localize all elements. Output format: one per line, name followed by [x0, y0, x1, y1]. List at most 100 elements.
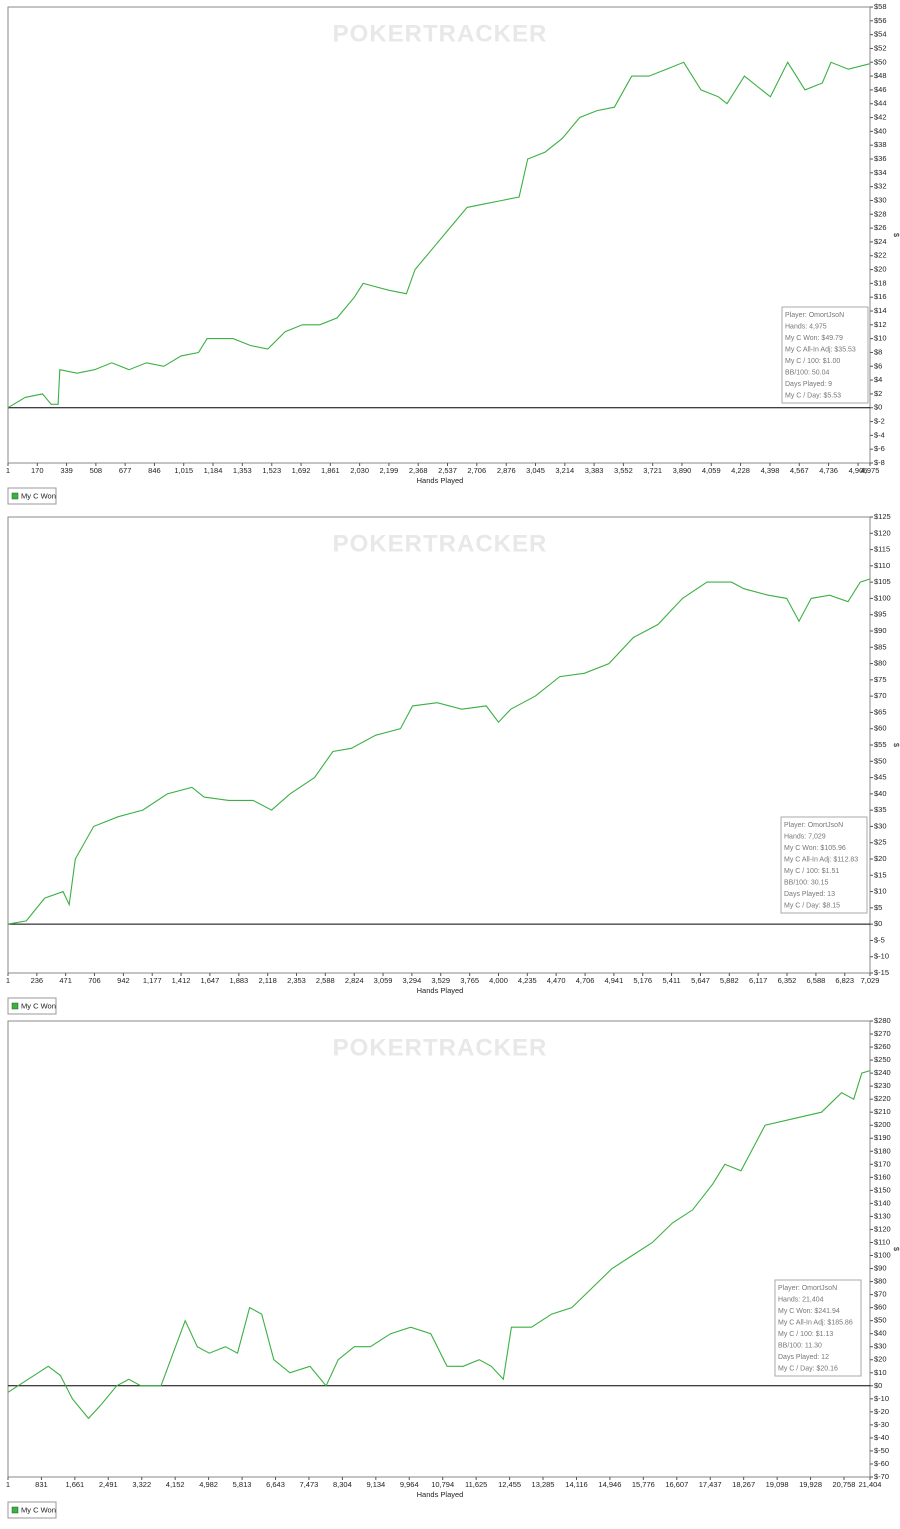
- y-tick-label: $-30: [874, 1420, 889, 1429]
- x-tick-label: 14,946: [598, 1480, 621, 1489]
- x-tick-label: 3,765: [460, 976, 479, 985]
- y-tick-label: $35: [874, 805, 887, 814]
- stats-line: Hands: 7,029: [784, 833, 826, 840]
- x-tick-label: 508: [90, 466, 103, 475]
- y-tick-label: $140: [874, 1198, 891, 1207]
- y-tick-label: $20: [874, 265, 887, 274]
- y-tick-label: $-40: [874, 1433, 889, 1442]
- y-tick-label: $-6: [874, 444, 885, 453]
- legend-label: My C Won: [21, 1001, 56, 1010]
- y-tick-label: $58: [874, 2, 887, 11]
- x-tick-label: 13,285: [532, 1480, 555, 1489]
- y-tick-label: $125: [874, 512, 891, 521]
- x-tick-label: 236: [31, 976, 44, 985]
- data-line: [7, 578, 871, 925]
- x-tick-label: 2,118: [259, 976, 277, 985]
- y-tick-label: $170: [874, 1159, 891, 1168]
- y-tick-label: $36: [874, 154, 887, 163]
- y-tick-label: $4: [874, 375, 882, 384]
- legend-swatch: [11, 1002, 19, 1010]
- y-tick-label: $26: [874, 223, 887, 232]
- data-line: [7, 1070, 871, 1420]
- y-tick-label: $200: [874, 1120, 891, 1129]
- x-tick-label: 5,647: [691, 976, 710, 985]
- y-tick-label: $0: [874, 403, 882, 412]
- stats-box: [774, 1279, 862, 1377]
- y-tick-label: $120: [874, 1224, 891, 1233]
- x-tick-label: 2,491: [99, 1480, 118, 1489]
- stats-line: My C Won: $105.96: [784, 845, 846, 852]
- stats-line: My C All-In Adj: $185.86: [778, 1319, 853, 1326]
- stats-line: My C All-In Adj: $112.83: [784, 856, 858, 863]
- x-tick-label: 1,661: [65, 1480, 84, 1489]
- y-tick-label: $60: [874, 1303, 887, 1312]
- y-tick-label: $14: [874, 306, 887, 315]
- x-axis-label: Hands Played: [417, 476, 464, 485]
- y-tick-label: $160: [874, 1172, 891, 1181]
- x-tick-label: 1: [6, 466, 10, 475]
- x-tick-label: 3,721: [643, 466, 662, 475]
- y-tick-label: $22: [874, 251, 887, 260]
- x-tick-label: 1,412: [172, 976, 191, 985]
- x-tick-label: 14,116: [565, 1480, 587, 1489]
- x-tick-label: 2,353: [287, 976, 306, 985]
- plot-area: [7, 6, 871, 464]
- x-tick-label: 2,030: [350, 466, 369, 475]
- x-tick-label: 8,304: [333, 1480, 352, 1489]
- y-tick-label: $32: [874, 182, 887, 191]
- stats-line: My C / 100: $1.00: [785, 358, 840, 365]
- x-tick-label: 4,152: [166, 1480, 185, 1489]
- y-tick-label: $-60: [874, 1459, 889, 1468]
- legend-label: My C Won: [21, 1505, 56, 1514]
- x-tick-label: 2,706: [467, 466, 486, 475]
- y-tick-label: $90: [874, 1264, 887, 1273]
- y-tick-label: $-50: [874, 1446, 889, 1455]
- y-tick-label: $40: [874, 126, 887, 135]
- y-axis-label: $: [892, 743, 900, 748]
- y-tick-label: $0: [874, 1381, 882, 1390]
- x-tick-label: 5,813: [233, 1480, 252, 1489]
- x-axis-label: Hands Played: [417, 986, 464, 995]
- x-tick-label: 15,776: [632, 1480, 655, 1489]
- x-tick-label: 19,098: [766, 1480, 789, 1489]
- x-tick-label: 1,692: [292, 466, 311, 475]
- x-tick-label: 3,045: [526, 466, 545, 475]
- y-tick-label: $15: [874, 870, 887, 879]
- x-tick-label: 6,643: [266, 1480, 285, 1489]
- x-tick-label: 3,529: [431, 976, 450, 985]
- x-tick-label: 3,059: [374, 976, 393, 985]
- x-tick-label: 9,134: [366, 1480, 385, 1489]
- x-tick-label: 20,758: [833, 1480, 856, 1489]
- y-tick-label: $30: [874, 821, 887, 830]
- x-tick-label: 1,177: [143, 976, 162, 985]
- x-tick-label: 831: [35, 1480, 48, 1489]
- x-tick-label: 2,199: [380, 466, 399, 475]
- x-tick-label: 3,890: [673, 466, 692, 475]
- watermark: POKERTRACKER: [333, 530, 548, 557]
- y-tick-label: $50: [874, 1316, 887, 1325]
- x-tick-label: 4,736: [819, 466, 838, 475]
- stats-line: My C / Day: $20.16: [778, 1365, 838, 1372]
- y-tick-label: $40: [874, 1329, 887, 1338]
- y-tick-label: $70: [874, 1290, 887, 1299]
- x-tick-label: 6,117: [749, 976, 767, 985]
- x-tick-label: 4,906: [849, 466, 868, 475]
- x-tick-label: 4,059: [702, 466, 721, 475]
- x-tick-label: 16,607: [665, 1480, 688, 1489]
- y-tick-label: $120: [874, 528, 891, 537]
- y-tick-label: $10: [874, 887, 887, 896]
- x-tick-label: 4,398: [761, 466, 780, 475]
- legend-box: [7, 487, 57, 505]
- x-tick-label: 21,404: [859, 1480, 882, 1489]
- y-tick-label: $56: [874, 16, 887, 25]
- plot-area: [7, 516, 871, 974]
- y-tick-label: $100: [874, 1250, 891, 1259]
- x-tick-label: 4,706: [576, 976, 595, 985]
- stats-line: Hands: 4,975: [785, 323, 827, 330]
- y-tick-label: $110: [874, 1237, 890, 1246]
- stats-line: BB/100: 11.30: [778, 1342, 822, 1349]
- x-tick-label: 4,982: [199, 1480, 218, 1489]
- y-tick-label: $80: [874, 1277, 887, 1286]
- x-tick-label: 2,588: [316, 976, 335, 985]
- y-tick-label: $70: [874, 691, 887, 700]
